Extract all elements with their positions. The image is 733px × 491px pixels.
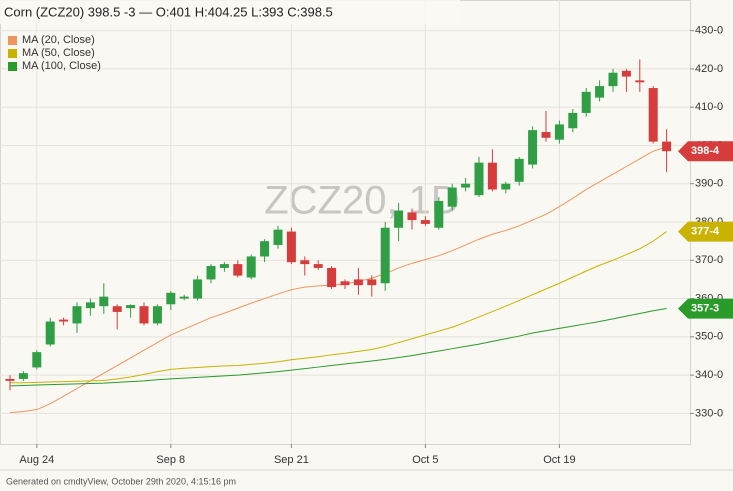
price-marker-label: 398-4 [691,145,720,157]
candle-body [300,260,310,265]
ma-line [9,308,667,387]
candle-body [340,281,350,286]
title-backdrop [0,0,460,24]
ma-line [9,146,667,414]
watermark: ZCZ20, 1D [264,179,460,223]
y-tick-label: 430-0 [695,25,723,37]
x-tick-label: Aug 24 [19,454,54,466]
candle-body [447,187,457,207]
y-tick-label: 350-0 [695,331,723,343]
candle-body [72,306,82,324]
candle-body [233,264,243,276]
candle-body [461,183,471,188]
candle-body [99,296,109,307]
candle-body [648,88,658,142]
y-tick-label: 410-0 [695,101,723,113]
candle-body [327,267,337,288]
candle-body [206,266,216,280]
legend-swatch [8,49,17,58]
candle-body [112,306,122,312]
footer: Generated on cmdtyView, October 29th 202… [6,476,236,486]
candle-body [18,373,28,379]
candle-body [166,292,176,305]
candle-body [541,132,551,138]
y-tick-label: 340-0 [695,369,723,381]
candle-body [621,70,631,77]
x-tick-label: Oct 19 [543,454,575,466]
candle-body [487,162,497,190]
y-tick-label: 390-0 [695,178,723,190]
candle-body [179,296,189,299]
legend-label: MA (20, Close) [22,34,95,46]
candle-body [662,141,672,152]
x-tick-label: Sep 8 [156,454,185,466]
legend-label: MA (100, Close) [22,60,101,72]
candle-body [434,200,444,228]
legend-swatch [8,62,17,71]
price-marker [678,298,733,319]
candle-body [367,279,377,286]
legend-label: MA (50, Close) [22,47,95,59]
candle-body [139,306,149,324]
candle-body [474,162,484,196]
candle-body [595,86,605,98]
candle-body [85,302,95,309]
candle-body [501,183,511,190]
ma-line [10,231,667,384]
candle-body [246,256,256,278]
candle-body [152,306,162,324]
candle-body [32,352,42,368]
candle-body [260,241,270,257]
legend-swatch [8,36,17,45]
candle-body [59,319,69,322]
candle-body [273,229,283,245]
candle-body [635,80,645,83]
price-marker-label: 357-3 [691,303,719,315]
chart-title: Corn (ZCZ20) 398.5 -3 — O:401 H:404.25 L… [4,4,333,19]
price-marker [678,221,733,242]
candle-body [286,231,296,263]
candle-body [45,321,55,345]
x-tick-label: Sep 21 [274,454,309,466]
candle-body [193,279,203,299]
candle-body [126,305,136,309]
candle-body [5,378,15,381]
y-tick-label: 420-0 [695,63,723,75]
price-marker [678,141,733,162]
candle-body [219,264,229,268]
candle-body [394,210,404,228]
candle-body [353,279,363,286]
candle-body [380,227,390,284]
candle-body [554,124,564,140]
x-tick-label: Oct 5 [412,454,438,466]
candle-body [514,158,524,182]
candle-body [420,220,430,224]
candle-body [581,91,591,113]
candle-body [313,264,323,268]
y-tick-label: 370-0 [695,254,723,266]
candle-body [608,72,618,87]
candle-body [528,130,538,165]
price-marker-label: 377-4 [691,225,720,237]
candle-body [407,212,417,221]
y-tick-label: 330-0 [695,407,723,419]
candle-body [568,112,578,129]
